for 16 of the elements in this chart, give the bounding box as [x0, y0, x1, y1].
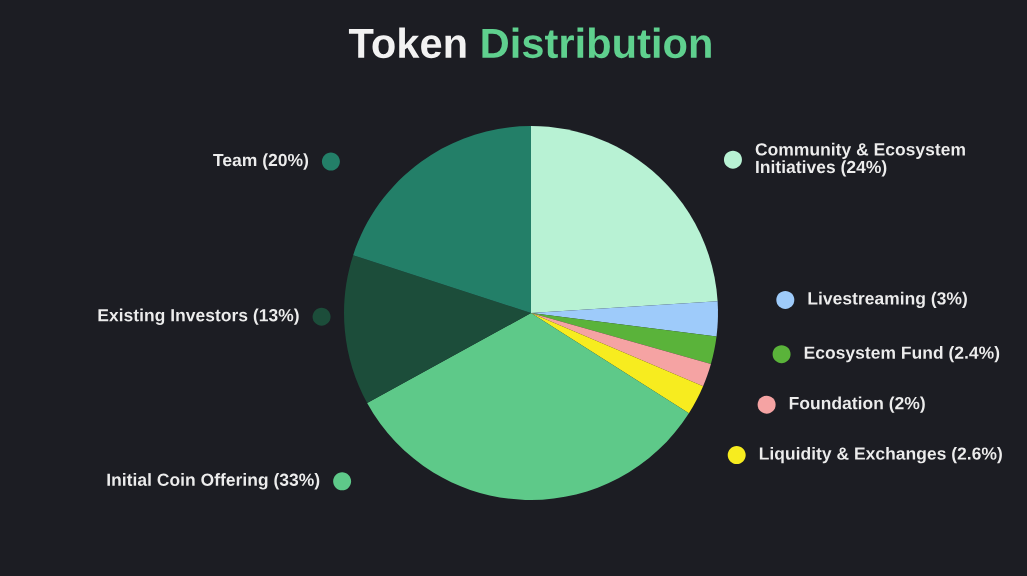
pie-slice: [367, 313, 689, 500]
legend-label: Foundation (2%): [789, 396, 925, 413]
pie-slice: [344, 255, 531, 404]
pie-slice: [531, 313, 704, 414]
pie-slice: [353, 126, 531, 313]
pie-slice: [531, 313, 711, 387]
legend-label: Livestreaming (3%): [808, 291, 967, 309]
slice-label: Initial Coin Offering (33%): [107, 473, 320, 490]
pie-slice: [531, 126, 718, 313]
pie-slice: [531, 313, 717, 365]
slice-label: Existing Investors (13%): [98, 308, 299, 325]
chart-title: Token Distribution: [348, 27, 711, 59]
legend-label: Liquidity & Exchanges (2.6%): [759, 446, 1002, 464]
slice-label: Team (20%): [213, 153, 309, 170]
legend-label: Community & Ecosystem Initiatives (24%): [755, 142, 965, 177]
legend-label: Ecosystem Fund (2.4%): [804, 345, 1000, 363]
